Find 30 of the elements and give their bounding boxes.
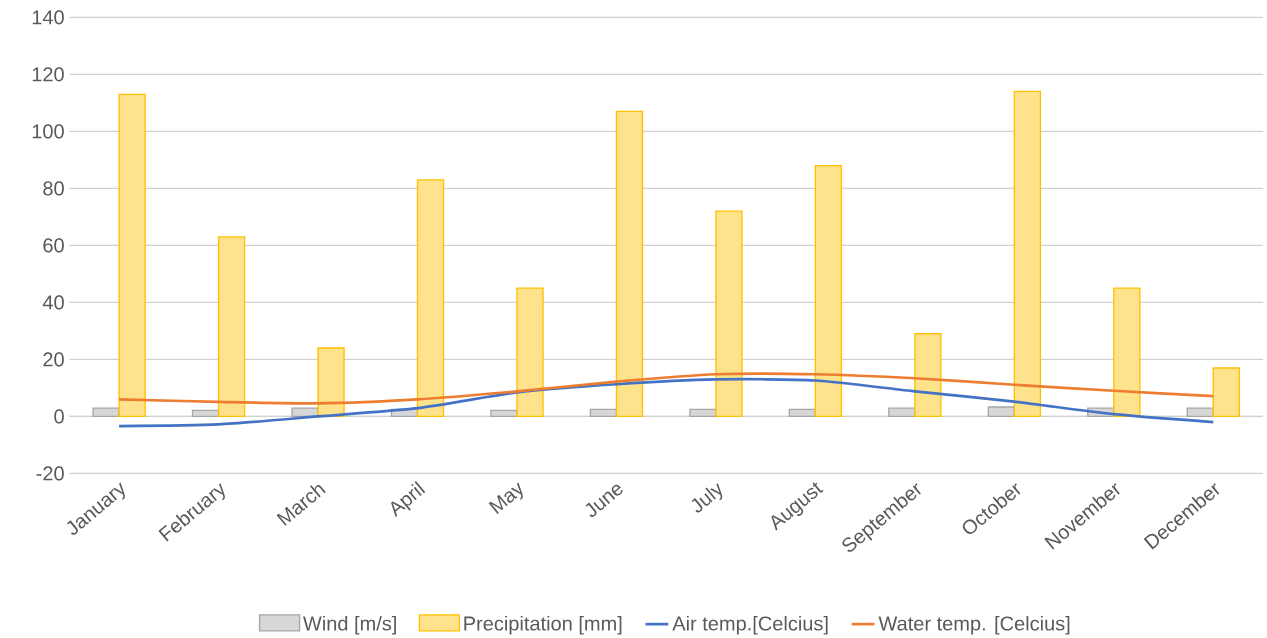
- y-tick-label: -20: [36, 466, 64, 481]
- bar: [317, 347, 345, 418]
- y-tick-label: 60: [43, 238, 64, 253]
- y-tick-label: 40: [42, 295, 64, 310]
- bar: [1212, 367, 1240, 418]
- bar: [516, 287, 544, 418]
- legend-label: Precipitation [mm]: [464, 616, 622, 635]
- line-series: [117, 377, 1215, 428]
- bar: [416, 179, 445, 418]
- bar: [1013, 90, 1042, 418]
- bar: [814, 165, 843, 418]
- line-series: [117, 372, 1215, 405]
- y-tick-label: 0: [54, 409, 64, 424]
- x-tick-label: June: [585, 484, 623, 518]
- x-tick-label: July: [691, 483, 723, 513]
- y-tick-label: 80: [43, 181, 64, 196]
- bar: [615, 110, 644, 418]
- y-tick-label: 20: [43, 352, 64, 367]
- legend-label: Air temp.[Celcius]: [672, 616, 828, 635]
- y-tick-label: 120: [32, 67, 64, 82]
- bar: [914, 333, 942, 418]
- bar: [217, 236, 246, 418]
- legend-label: Water temp. [Celcius]: [878, 616, 1070, 635]
- bar: [715, 210, 743, 418]
- legend-label: Wind [m/s]: [303, 616, 396, 635]
- y-tick-label: 100: [32, 124, 64, 139]
- bar: [1113, 287, 1141, 418]
- y-tick-label: 140: [32, 10, 64, 25]
- x-tick-label: May: [488, 482, 523, 515]
- bar: [118, 93, 146, 418]
